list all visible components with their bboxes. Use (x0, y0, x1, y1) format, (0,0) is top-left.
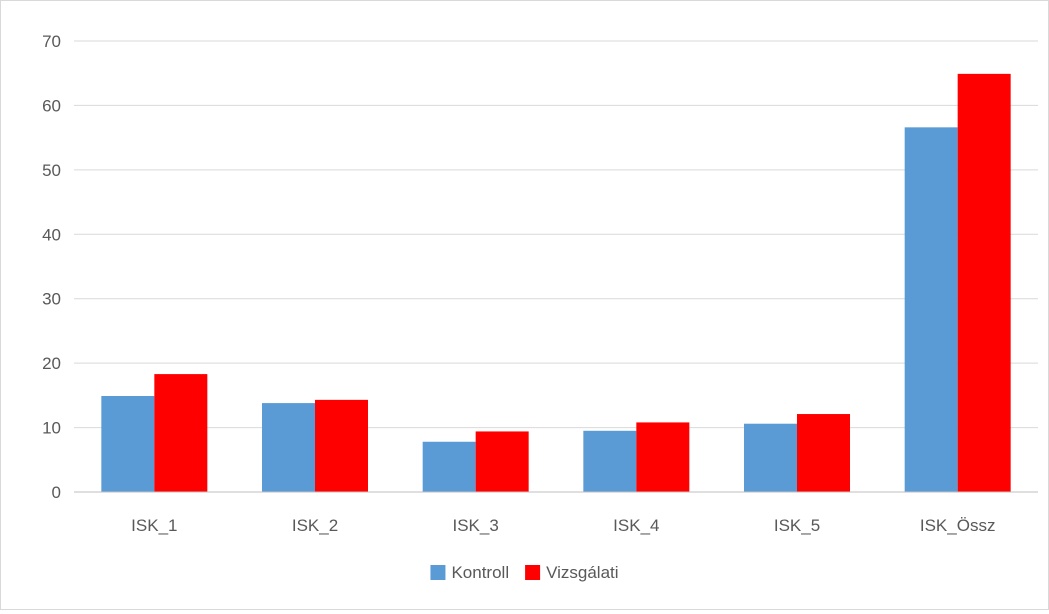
x-tick-label: ISK_2 (292, 516, 338, 535)
x-tick-label: ISK_3 (453, 516, 499, 535)
bar-kontroll-1 (101, 396, 155, 492)
legend-label: Kontroll (451, 563, 509, 582)
bars (101, 73, 1011, 492)
gridlines (74, 40, 1038, 429)
x-tick-label: ISK_4 (613, 516, 659, 535)
legend-label: Vizsgálati (546, 563, 618, 582)
y-tick-label: 0 (52, 483, 61, 502)
y-tick-label: 70 (42, 32, 61, 51)
bar-kontroll-6 (904, 127, 958, 492)
bar-vizsgálati-3 (475, 431, 529, 492)
bar-vizsgálati-4 (636, 422, 690, 492)
y-tick-label: 50 (42, 161, 61, 180)
y-tick-label: 10 (42, 419, 61, 438)
x-axis-ticks: ISK_1 ISK_2 ISK_3 ISK_4 ISK_5 ISK_Össz (131, 516, 995, 535)
x-tick-label: ISK_5 (774, 516, 820, 535)
bar-vizsgálati-6 (957, 73, 1011, 492)
legend-item-kontroll: Kontroll (430, 563, 509, 582)
legend: Kontroll Vizsgálati (430, 563, 619, 582)
bar-kontroll-5 (744, 423, 797, 492)
x-tick-label: ISK_Össz (920, 516, 996, 535)
bar-kontroll-3 (422, 441, 476, 492)
y-tick-label: 20 (42, 354, 61, 373)
bar-kontroll-4 (583, 430, 637, 492)
bar-vizsgálati-2 (315, 399, 368, 492)
y-tick-label: 60 (42, 96, 61, 115)
legend-swatch (430, 565, 446, 580)
bar-vizsgálati-1 (154, 374, 208, 492)
bar-vizsgálati-5 (797, 414, 850, 492)
y-tick-label: 40 (42, 225, 61, 244)
y-axis-ticks: 0 10 20 30 40 50 60 70 (42, 32, 61, 502)
bar-kontroll-2 (262, 403, 315, 492)
legend-swatch (525, 565, 541, 580)
y-tick-label: 30 (42, 290, 61, 309)
legend-item-vizsgálati: Vizsgálati (525, 563, 619, 582)
x-tick-label: ISK_1 (131, 516, 177, 535)
